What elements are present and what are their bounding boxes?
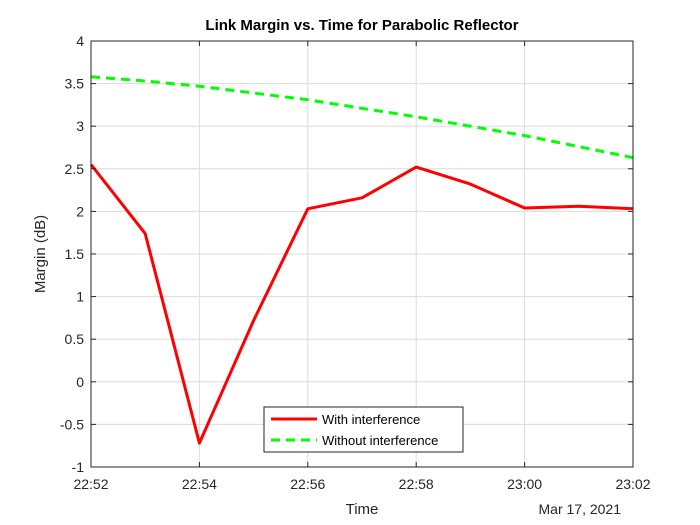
date-label: Mar 17, 2021 (539, 501, 622, 517)
y-tick-label: 2.5 (65, 161, 85, 177)
y-tick-label: 0 (76, 374, 84, 390)
legend-box (263, 406, 464, 453)
x-tick-label: 22:58 (399, 476, 434, 492)
x-tick-label: 23:00 (507, 476, 542, 492)
legend-label-with-interference: With interference (322, 412, 420, 427)
y-tick-label: 3 (76, 118, 84, 134)
x-axis-label: Time (346, 501, 379, 518)
tick-marks (90, 40, 634, 468)
legend: With interference Without interference (263, 406, 464, 453)
y-tick-labels: -1 -0.5 0 0.5 1 1.5 2 2.5 3 3.5 4 (60, 33, 84, 475)
y-tick-label: 3.5 (65, 76, 85, 92)
grid-lines (90, 40, 634, 468)
x-tick-labels: 22:52 22:54 22:56 22:58 23:00 23:02 (73, 476, 650, 492)
series-lines (89, 75, 634, 445)
series-line-with-interference (89, 163, 634, 445)
y-tick-label: -1 (72, 459, 85, 475)
chart-title: Link Margin vs. Time for Parabolic Refle… (205, 17, 518, 34)
series-line-without-interference (90, 75, 634, 160)
y-axis-label: Margin (dB) (32, 215, 49, 293)
x-tick-label: 22:54 (182, 476, 217, 492)
x-tick-label: 22:52 (73, 476, 108, 492)
x-tick-label: 23:02 (615, 476, 650, 492)
legend-label-without-interference: Without interference (322, 433, 438, 448)
y-tick-label: 2 (76, 203, 84, 219)
y-tick-label: 1.5 (65, 246, 85, 262)
y-tick-label: 4 (76, 33, 84, 49)
x-tick-label: 22:56 (290, 476, 325, 492)
y-tick-label: 0.5 (65, 331, 85, 347)
y-tick-label: -0.5 (60, 416, 84, 432)
y-tick-label: 1 (76, 289, 84, 305)
